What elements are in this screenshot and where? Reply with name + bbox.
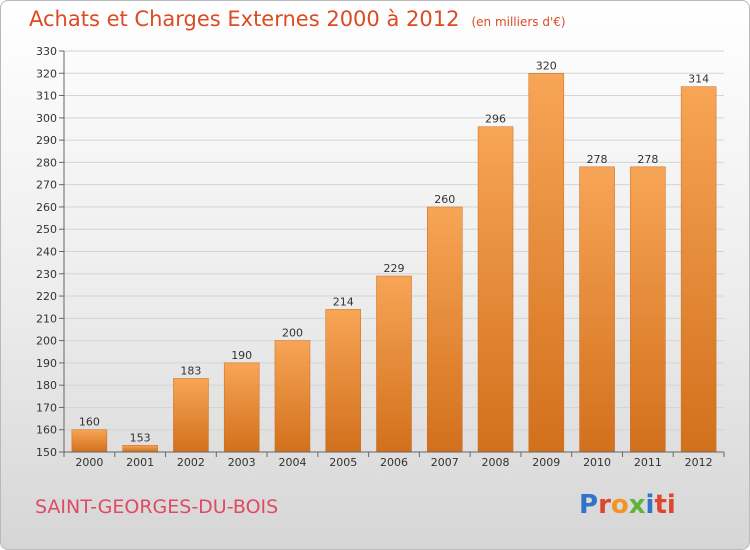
bar-2008 xyxy=(477,126,514,453)
bar-2012 xyxy=(680,86,717,453)
x-tick-label: 2000 xyxy=(75,456,103,469)
x-tick-label: 2005 xyxy=(329,456,357,469)
data-label-2007: 260 xyxy=(434,193,455,206)
y-tick-label: 170 xyxy=(36,401,57,414)
bar-2004 xyxy=(274,340,311,453)
proxiti-logo[interactable]: Proxiti xyxy=(579,490,676,520)
y-tick-label: 220 xyxy=(36,290,57,303)
y-tick-label: 230 xyxy=(36,268,57,281)
bars xyxy=(71,73,717,453)
x-tick-label: 2006 xyxy=(380,456,408,469)
y-tick-label: 310 xyxy=(36,90,57,103)
data-label-2006: 229 xyxy=(384,262,405,275)
data-label-2011: 278 xyxy=(637,153,658,166)
chart-unit: (en milliers d'€) xyxy=(471,15,566,29)
y-tick-label: 180 xyxy=(36,379,57,392)
x-tick-label: 2010 xyxy=(583,456,611,469)
y-tick-label: 200 xyxy=(36,335,57,348)
data-label-2002: 183 xyxy=(180,364,201,377)
bar-2007 xyxy=(427,206,463,453)
x-tick-label: 2011 xyxy=(634,456,662,469)
commune-name: SAINT-GEORGES-DU-BOIS xyxy=(35,496,279,518)
data-label-2009: 320 xyxy=(536,59,557,72)
data-label-2003: 190 xyxy=(231,349,252,362)
data-label-2001: 153 xyxy=(130,431,151,444)
y-tick-label: 300 xyxy=(36,112,57,125)
x-axis: 2000 2001 2002 2003 2004 2005 2006 2007 2008 2009… xyxy=(63,451,725,469)
data-label-2010: 278 xyxy=(587,153,608,166)
x-tick-label: 2012 xyxy=(685,456,713,469)
bar-2010 xyxy=(579,166,615,453)
data-label-2008: 296 xyxy=(485,113,506,126)
chart-title: Achats et Charges Externes 2000 à 2012 (e… xyxy=(29,7,566,31)
x-tick-label: 2004 xyxy=(278,456,306,469)
y-tick-label: 190 xyxy=(36,357,57,370)
bar-2011 xyxy=(630,166,666,453)
x-tick-label: 2002 xyxy=(177,456,205,469)
chart-title-text: Achats et Charges Externes 2000 à 2012 xyxy=(29,7,460,31)
data-label-2004: 200 xyxy=(282,327,303,340)
y-tick-label: 160 xyxy=(36,424,57,437)
y-tick-label: 210 xyxy=(36,312,57,325)
y-tick-label: 330 xyxy=(36,45,57,58)
y-tick-label: 280 xyxy=(36,156,57,169)
y-tick-label: 290 xyxy=(36,134,57,147)
bar-2002 xyxy=(173,378,209,453)
x-tick-label: 2001 xyxy=(126,456,154,469)
x-tick-label: 2008 xyxy=(482,456,510,469)
y-tick-label: 270 xyxy=(36,179,57,192)
bar-2006 xyxy=(376,275,412,453)
data-labels: 160 153 183 190 200 214 229 260 296 320 278 278 314 xyxy=(79,59,709,444)
x-tick-label: 2009 xyxy=(532,456,560,469)
x-tick-label: 2003 xyxy=(228,456,256,469)
y-tick-label: 150 xyxy=(36,446,57,459)
y-tick-label: 320 xyxy=(36,67,57,80)
x-tick-label: 2007 xyxy=(431,456,459,469)
bar-2000 xyxy=(71,429,108,453)
bar-2003 xyxy=(223,362,260,453)
data-label-2000: 160 xyxy=(79,416,100,429)
bar-2005 xyxy=(325,309,361,453)
y-tick-label: 250 xyxy=(36,223,57,236)
y-tick-label: 260 xyxy=(36,201,57,214)
y-axis: 150 160 170 180 190 200 210 220 230 240 250 260 270 2… xyxy=(36,45,65,459)
data-label-2005: 214 xyxy=(333,295,354,308)
bar-2001 xyxy=(122,445,158,453)
data-label-2012: 314 xyxy=(688,73,709,86)
bar-2009 xyxy=(528,73,565,453)
y-tick-label: 240 xyxy=(36,246,57,259)
